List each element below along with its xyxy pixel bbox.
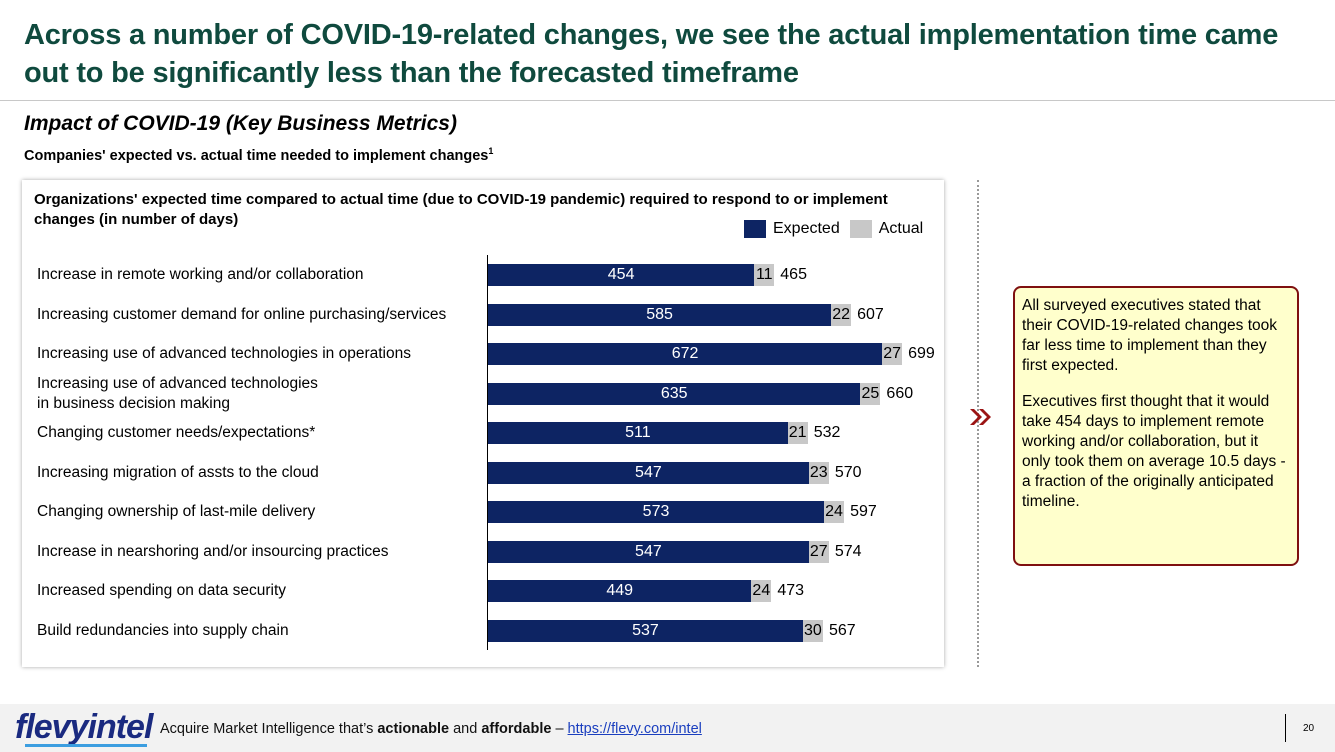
category-label: Changing customer needs/expectations* bbox=[37, 423, 315, 443]
chart-title: Organizations' expected time compared to… bbox=[34, 191, 888, 228]
footer: flevyintel Acquire Market Intelligence t… bbox=[0, 704, 1335, 752]
chart-y-axis bbox=[487, 255, 488, 650]
category-label: Increased spending on data security bbox=[37, 581, 286, 601]
dotted-divider bbox=[977, 180, 979, 667]
category-label: Increasing customer demand for online pu… bbox=[37, 305, 446, 325]
caption-footnote: 1 bbox=[488, 146, 494, 156]
category-label-line: Increasing use of advanced technologies … bbox=[37, 345, 411, 362]
legend-item-actual: Actual bbox=[849, 220, 924, 238]
legend-label-expected: Expected bbox=[773, 220, 840, 237]
bar-total-label: 660 bbox=[886, 384, 914, 402]
callout-paragraph-1: All surveyed executives stated that thei… bbox=[1022, 297, 1278, 374]
bar-actual: 27 bbox=[882, 343, 903, 365]
bar-expected: 635 bbox=[488, 382, 861, 405]
tagline-dash: – bbox=[551, 721, 568, 737]
category-label: Increasing migration of assts to the clo… bbox=[37, 463, 319, 483]
callout-note: All surveyed executives stated that thei… bbox=[1013, 286, 1299, 566]
bar-total-label: 532 bbox=[813, 424, 841, 441]
category-label-line: Increasing use of advanced technologies bbox=[37, 374, 318, 392]
chart-caption: Companies' expected vs. actual time need… bbox=[24, 146, 493, 164]
tagline-and: and bbox=[449, 721, 482, 737]
bar-total-label: 699 bbox=[908, 345, 935, 362]
category-label-line: in business decision making bbox=[37, 394, 230, 412]
category-label-line: Increase in nearshoring and/or insourcin… bbox=[37, 542, 389, 560]
section-subtitle: Impact of COVID-19 (Key Business Metrics… bbox=[24, 112, 457, 135]
bar-actual: 21 bbox=[787, 422, 808, 444]
title-divider bbox=[0, 100, 1335, 101]
bar-actual: 25 bbox=[860, 382, 881, 405]
bar-actual: 23 bbox=[808, 461, 829, 484]
category-label-line: Increasing migration of assts to the clo… bbox=[37, 463, 319, 481]
flevyintel-logo[interactable]: flevyintel bbox=[15, 708, 153, 746]
category-label: Increasing use of advanced technologies … bbox=[37, 344, 411, 364]
bar-expected: 585 bbox=[488, 303, 832, 326]
chart-legend: Expected Actual bbox=[744, 220, 933, 238]
footer-link[interactable]: https://flevy.com/intel bbox=[567, 721, 702, 737]
category-label: Build redundancies into supply chain bbox=[37, 621, 289, 641]
tagline-actionable: actionable bbox=[377, 721, 450, 737]
tagline-affordable: affordable bbox=[481, 721, 552, 737]
category-label-line: Changing customer needs/expectations* bbox=[37, 424, 316, 441]
bar-expected: 672 bbox=[488, 343, 883, 365]
category-label: Increasing use of advanced technologies i… bbox=[37, 374, 318, 414]
callout-paragraph-2: Executives first thought that it would t… bbox=[1022, 393, 1286, 510]
category-label-line: Build redundancies into supply chain bbox=[37, 621, 289, 639]
bar-actual: 24 bbox=[751, 580, 772, 602]
category-label: Increase in remote working and/or collab… bbox=[37, 265, 364, 285]
logo-underline bbox=[25, 744, 147, 747]
footer-tagline: Acquire Market Intelligence that’s actio… bbox=[160, 721, 702, 737]
category-label: Changing ownership of last-mile delivery bbox=[37, 502, 315, 522]
bar-expected: 573 bbox=[488, 501, 825, 523]
bar-total-label: 567 bbox=[828, 621, 856, 639]
bar-expected: 547 bbox=[488, 540, 809, 563]
legend-swatch-expected bbox=[744, 220, 766, 238]
bar-expected: 547 bbox=[488, 461, 809, 484]
legend-item-expected: Expected bbox=[744, 220, 840, 238]
bar-total-label: 574 bbox=[834, 542, 862, 560]
legend-label-actual: Actual bbox=[878, 220, 924, 237]
bar-actual: 22 bbox=[831, 303, 852, 326]
bar-total-label: 570 bbox=[834, 463, 862, 481]
page-number-divider bbox=[1285, 714, 1286, 742]
category-label-line: Increase in remote working and/or collab… bbox=[37, 266, 364, 283]
page-number: 20 bbox=[1303, 723, 1315, 734]
bar-actual: 30 bbox=[802, 619, 823, 642]
double-chevron-right-icon bbox=[968, 407, 994, 432]
category-label-line: Increasing customer demand for online pu… bbox=[37, 305, 447, 323]
legend-swatch-actual bbox=[849, 220, 872, 238]
bar-expected: 511 bbox=[488, 422, 788, 444]
bar-actual: 27 bbox=[808, 540, 829, 563]
tagline-prefix: Acquire Market Intelligence that’s bbox=[160, 721, 378, 737]
category-label-line: Changing ownership of last-mile delivery bbox=[37, 503, 316, 520]
bar-total-label: 473 bbox=[777, 582, 805, 599]
bar-actual: 11 bbox=[754, 264, 775, 286]
page-title: Across a number of COVID-19-related chan… bbox=[24, 19, 1279, 89]
bar-total-label: 597 bbox=[850, 503, 877, 520]
category-label-line: Increased spending on data security bbox=[37, 582, 287, 599]
bar-total-label: 607 bbox=[857, 305, 884, 323]
caption-text: Companies' expected vs. actual time need… bbox=[24, 147, 489, 164]
bar-total-label: 465 bbox=[780, 266, 807, 283]
bar-actual: 24 bbox=[824, 501, 845, 523]
bar-expected: 449 bbox=[488, 580, 752, 602]
chart-panel: Organizations' expected time compared to… bbox=[22, 180, 944, 667]
bar-expected: 537 bbox=[488, 619, 803, 642]
category-label: Increase in nearshoring and/or insourcin… bbox=[37, 542, 389, 562]
bar-expected: 454 bbox=[488, 264, 755, 286]
